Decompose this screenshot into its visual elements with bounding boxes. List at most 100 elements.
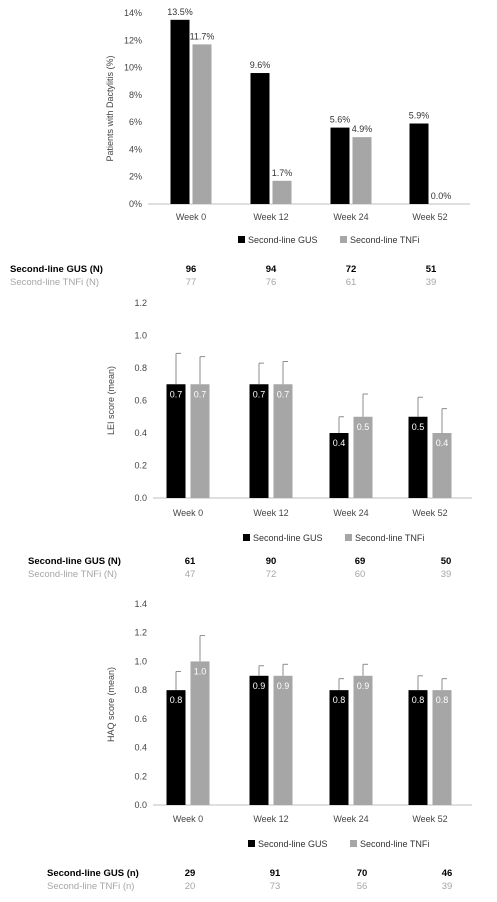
y-tick-label: 0.8 (134, 363, 147, 373)
x-tick-label: Week 12 (253, 508, 288, 518)
n-value: 39 (426, 277, 437, 288)
y-tick-label: 0.4 (134, 743, 147, 753)
legend-label: Second-line TNFi (360, 839, 429, 849)
y-tick-label: 8% (129, 90, 142, 100)
bar-gus-week-52 (408, 416, 428, 498)
n-value: 39 (442, 881, 453, 892)
n-value: 29 (185, 868, 196, 879)
n-row-label: Second-line GUS (N) (10, 264, 103, 275)
x-tick-label: Week 24 (333, 212, 368, 222)
data-label: 5.9% (409, 111, 430, 121)
bar-gus-week-24 (329, 433, 349, 498)
y-tick-label: 1.2 (134, 298, 147, 308)
y-tick-label: 0.8 (134, 685, 147, 695)
n-value: 46 (442, 868, 453, 879)
x-tick-label: Week 0 (173, 508, 203, 518)
bar-tnfi-week-52 (432, 690, 452, 805)
n-value: 76 (266, 277, 277, 288)
n-value: 50 (441, 556, 452, 567)
n-value: 72 (266, 569, 277, 580)
n-value: 60 (355, 569, 366, 580)
data-label: 0.8 (412, 695, 425, 705)
n-value: 47 (185, 569, 196, 580)
data-label: 4.9% (352, 124, 373, 134)
y-tick-label: 0.6 (134, 714, 147, 724)
n-value: 61 (346, 277, 357, 288)
data-label: 0.7 (253, 389, 266, 399)
bar-tnfi-week-0 (192, 44, 212, 204)
n-value: 51 (426, 264, 437, 275)
legend-label: Second-line TNFi (350, 235, 419, 245)
legend-label: Second-line GUS (248, 235, 318, 245)
data-label: 0.0% (431, 191, 452, 201)
y-tick-label: 12% (124, 35, 142, 45)
y-tick-label: 1.0 (134, 656, 147, 666)
bar-tnfi-week-24 (352, 137, 372, 204)
bar-gus-week-12 (250, 73, 270, 205)
y-tick-label: 1.2 (134, 628, 147, 638)
legend-swatch (248, 840, 255, 847)
data-label: 0.8 (333, 695, 346, 705)
bar-gus-week-0 (166, 690, 186, 805)
y-tick-label: 6% (129, 117, 142, 127)
bar-tnfi-week-12 (272, 180, 292, 204)
n-value: 61 (185, 556, 196, 567)
legend-swatch (243, 534, 250, 541)
data-label: 0.9 (253, 681, 266, 691)
bar-tnfi-week-0 (190, 384, 210, 498)
n-value: 91 (270, 868, 281, 879)
data-label: 5.6% (330, 115, 351, 125)
y-tick-label: 4% (129, 144, 142, 154)
bar-gus-week-0 (170, 19, 190, 205)
n-value: 90 (266, 556, 277, 567)
bar-tnfi-week-12 (273, 675, 293, 805)
data-label: 1.0 (194, 666, 207, 676)
chart-3: 0.0 0.2 0.4 0.6 0.8 1.0 1.2 1.4 HAQ score (mean)… (47, 599, 472, 892)
y-tick-label: 0.2 (134, 461, 147, 471)
y-axis-label: HAQ score (mean) (106, 667, 116, 742)
y-tick-label: 0.4 (134, 428, 147, 438)
data-label: 0.8 (170, 695, 183, 705)
x-tick-label: Week 12 (253, 212, 288, 222)
n-row-label: Second-line TNFi (n) (47, 881, 134, 892)
bar-tnfi-week-0 (190, 661, 210, 805)
bar-tnfi-week-24 (353, 416, 373, 498)
y-axis-label: Patients with Dactylitis (%) (105, 55, 115, 161)
n-row-label: Second-line GUS (n) (47, 868, 139, 879)
n-row-label: Second-line TNFi (N) (28, 569, 117, 580)
y-tick-label: 14% (124, 8, 142, 18)
data-label: 11.7% (190, 31, 215, 41)
y-tick-label: 1.4 (134, 599, 147, 609)
data-label: 1.7% (272, 168, 293, 178)
n-row-label: Second-line GUS (N) (28, 556, 121, 567)
data-label: 9.6% (250, 60, 271, 70)
n-value: 56 (357, 881, 368, 892)
n-value: 94 (266, 264, 277, 275)
n-value: 73 (270, 881, 281, 892)
y-tick-label: 0.0 (134, 800, 147, 810)
bar-gus-week-52 (408, 690, 428, 805)
data-label: 0.9 (357, 681, 370, 691)
legend-label: Second-line GUS (258, 839, 328, 849)
y-tick-label: 0.0 (134, 493, 147, 503)
n-value: 39 (441, 569, 452, 580)
n-value: 77 (186, 277, 197, 288)
x-tick-label: Week 12 (253, 814, 288, 824)
x-tick-label: Week 24 (333, 508, 368, 518)
n-value: 70 (357, 868, 368, 879)
x-tick-label: Week 24 (333, 814, 368, 824)
x-tick-label: Week 52 (412, 508, 447, 518)
n-value: 72 (346, 264, 357, 275)
data-label: 0.7 (277, 389, 290, 399)
n-value: 20 (185, 881, 196, 892)
y-tick-label: 10% (124, 63, 142, 73)
legend-swatch (340, 236, 347, 243)
n-value: 96 (186, 264, 197, 275)
bar-tnfi-week-24 (353, 675, 373, 805)
bar-gus-week-24 (330, 127, 350, 204)
x-tick-label: Week 0 (173, 814, 203, 824)
y-tick-label: 0% (129, 199, 142, 209)
legend-swatch (350, 840, 357, 847)
x-tick-label: Week 0 (176, 212, 206, 222)
